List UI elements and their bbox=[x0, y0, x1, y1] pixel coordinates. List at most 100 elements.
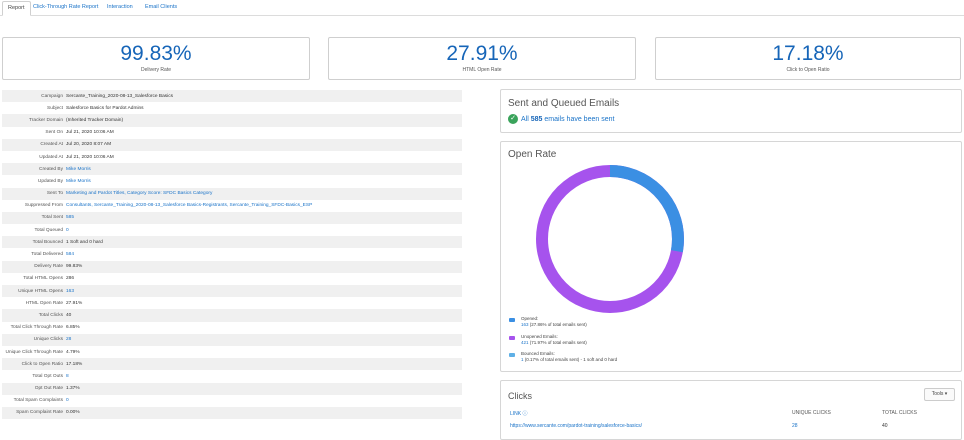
tab-report[interactable]: Report bbox=[2, 1, 31, 16]
detail-label: Click to Open Ratio bbox=[21, 361, 63, 367]
detail-label: Total Delivered bbox=[31, 252, 63, 258]
detail-value: 17.18% bbox=[66, 361, 83, 367]
detail-value[interactable]: 163 bbox=[66, 288, 75, 294]
detail-row: HTML Open Rate 27.91% bbox=[2, 297, 462, 309]
legend-swatch-bounced bbox=[509, 353, 515, 357]
detail-label: Total Click Through Rate bbox=[10, 325, 63, 331]
detail-value: 286 bbox=[66, 276, 75, 282]
info-icon: ⓘ bbox=[522, 411, 528, 417]
kpi-value: 17.18% bbox=[772, 42, 844, 65]
detail-label: Spam Complaint Rate bbox=[16, 410, 63, 416]
kpi-value: 99.83% bbox=[120, 42, 192, 65]
detail-value[interactable]: 585 bbox=[66, 215, 75, 221]
kpi-label: Click to Open Ratio bbox=[786, 67, 830, 73]
tab-click-through-rate-report[interactable]: Click-Through Rate Report bbox=[33, 4, 99, 10]
detail-value: (Inherited Tracker Domain) bbox=[66, 117, 124, 123]
open-rate-donut-chart bbox=[536, 165, 684, 313]
detail-label: HTML Open Rate bbox=[25, 300, 63, 306]
report-tabs: Report Click-Through Rate Report Interac… bbox=[0, 0, 964, 16]
detail-row: Campaign Sercante_Training_2020-08-13_Sal… bbox=[2, 90, 462, 103]
detail-row: Updated By Mike Morris bbox=[2, 175, 462, 187]
panel-title: Sent and Queued Emails bbox=[508, 98, 620, 109]
detail-row: Spam Complaint Rate 0.00% bbox=[2, 406, 462, 420]
detail-label: Updated By bbox=[37, 178, 63, 184]
detail-value: 0.00% bbox=[66, 410, 80, 416]
sent-status: ✓ All 585 emails have been sent bbox=[508, 114, 614, 124]
kpi-value: 27.91% bbox=[446, 42, 518, 65]
tab-email-clients[interactable]: Email Clients bbox=[145, 4, 178, 10]
kpi-label: HTML Open Rate bbox=[462, 67, 502, 73]
detail-value: 40 bbox=[66, 312, 72, 318]
detail-value[interactable]: 8 bbox=[66, 373, 69, 379]
detail-value[interactable]: Mike Morris bbox=[66, 178, 91, 184]
detail-row: Total Sent 585 bbox=[2, 211, 462, 225]
detail-row: Unique Click Through Rate 4.79% bbox=[2, 346, 462, 358]
detail-label: Updated At bbox=[39, 154, 63, 160]
detail-row: Subject Salesforce Basics for Pardot Admi… bbox=[2, 102, 462, 114]
panel-title: Open Rate bbox=[508, 149, 557, 160]
click-link[interactable]: https://www.sercante.com/pardot-training… bbox=[510, 423, 642, 429]
detail-label: Subject bbox=[47, 105, 63, 111]
detail-row: Tracker Domain (Inherited Tracker Domain) bbox=[2, 114, 462, 127]
detail-value: 6.85% bbox=[66, 325, 80, 331]
detail-row: Unique HTML Opens 163 bbox=[2, 285, 462, 298]
column-unique-clicks-header[interactable]: UNIQUE CLICKS bbox=[792, 410, 831, 416]
detail-label: Suppressed From bbox=[24, 203, 63, 209]
kpi-delivery-rate: 99.83% Delivery Rate bbox=[2, 37, 310, 80]
column-link-header[interactable]: LINK ⓘ bbox=[510, 411, 528, 417]
clicks-panel: Clicks Tools ▾ LINK ⓘ UNIQUE CLICKS TOTA… bbox=[500, 380, 962, 440]
total-clicks-value: 40 bbox=[882, 423, 888, 429]
detail-row: Total Spam Complaints 0 bbox=[2, 395, 462, 407]
unique-clicks-value[interactable]: 28 bbox=[792, 423, 798, 429]
detail-label: Delivery Rate bbox=[34, 264, 63, 270]
detail-label: Total Spam Complaints bbox=[13, 398, 63, 404]
detail-label: Unique Clicks bbox=[33, 337, 63, 343]
detail-value[interactable]: 584 bbox=[66, 252, 75, 258]
panel-title: Clicks bbox=[508, 391, 532, 401]
detail-row: Total Clicks 40 bbox=[2, 309, 462, 322]
legend-swatch-unopened bbox=[509, 336, 515, 340]
detail-label: Created At bbox=[40, 142, 63, 148]
detail-row: Unique Clicks 28 bbox=[2, 333, 462, 346]
detail-row: Opt Out Rate 1.37% bbox=[2, 382, 462, 395]
tab-interaction[interactable]: Interaction bbox=[107, 4, 133, 10]
detail-value: 1.37% bbox=[66, 386, 80, 392]
kpi-label: Delivery Rate bbox=[140, 67, 171, 73]
tools-dropdown-button[interactable]: Tools ▾ bbox=[924, 388, 955, 401]
sent-status-text: All 585 emails have been sent bbox=[521, 115, 615, 123]
detail-row: Created By Mike Morris bbox=[2, 163, 462, 176]
kpi-click-to-open-ratio: 17.18% Click to Open Ratio bbox=[655, 37, 961, 80]
detail-label: Sent On bbox=[45, 130, 63, 136]
detail-value[interactable]: 0 bbox=[66, 398, 69, 404]
detail-row: Delivery Rate 99.83% bbox=[2, 260, 462, 273]
detail-label: Created By bbox=[39, 166, 63, 172]
detail-label: Unique Click Through Rate bbox=[5, 349, 63, 355]
email-details-table: Campaign Sercante_Training_2020-08-13_Sal… bbox=[2, 90, 462, 420]
detail-label: Total Clicks bbox=[38, 312, 63, 318]
detail-label: Unique HTML Opens bbox=[18, 288, 63, 294]
open-rate-panel: Open Rate Opened: 163 (27.86% of total em… bbox=[500, 141, 962, 372]
detail-label: Sent To bbox=[46, 191, 63, 197]
detail-row: Sent On Jul 21, 2020 10:06 AM bbox=[2, 127, 462, 139]
detail-value: Sercante_Training_2020-08-13_Salesforce … bbox=[66, 93, 174, 99]
detail-label: Opt Out Rate bbox=[34, 386, 63, 392]
detail-value: 4.79% bbox=[66, 349, 80, 355]
sent-queued-panel: Sent and Queued Emails ✓ All 585 emails … bbox=[500, 89, 962, 133]
detail-value: Salesforce Basics for Pardot Admins bbox=[66, 105, 144, 111]
detail-value: 99.83% bbox=[66, 264, 83, 270]
detail-value: Jul 21, 2020 10:06 AM bbox=[66, 130, 114, 136]
detail-label: Tracker Domain bbox=[29, 117, 63, 123]
detail-label: Total Opt Outs bbox=[32, 373, 63, 379]
detail-row: Total Bounced 1 Soft and 0 hard bbox=[2, 236, 462, 249]
detail-value[interactable]: Marketing and Pardot Titles, Category Sc… bbox=[66, 191, 213, 197]
column-total-clicks-header[interactable]: TOTAL CLICKS bbox=[882, 410, 917, 416]
detail-value[interactable]: Consultants, Sercante_Training_2020-08-1… bbox=[66, 203, 313, 209]
detail-label: Total Sent bbox=[41, 215, 63, 221]
detail-value[interactable]: 28 bbox=[66, 337, 72, 343]
detail-row: Created At Jul 20, 2020 8:07 AM bbox=[2, 138, 462, 151]
detail-value: Jul 21, 2020 10:06 AM bbox=[66, 154, 114, 160]
detail-label: Campaign bbox=[41, 93, 63, 99]
detail-value[interactable]: Mike Morris bbox=[66, 166, 91, 172]
detail-row: Total Queued 0 bbox=[2, 224, 462, 236]
detail-value[interactable]: 0 bbox=[66, 227, 69, 233]
